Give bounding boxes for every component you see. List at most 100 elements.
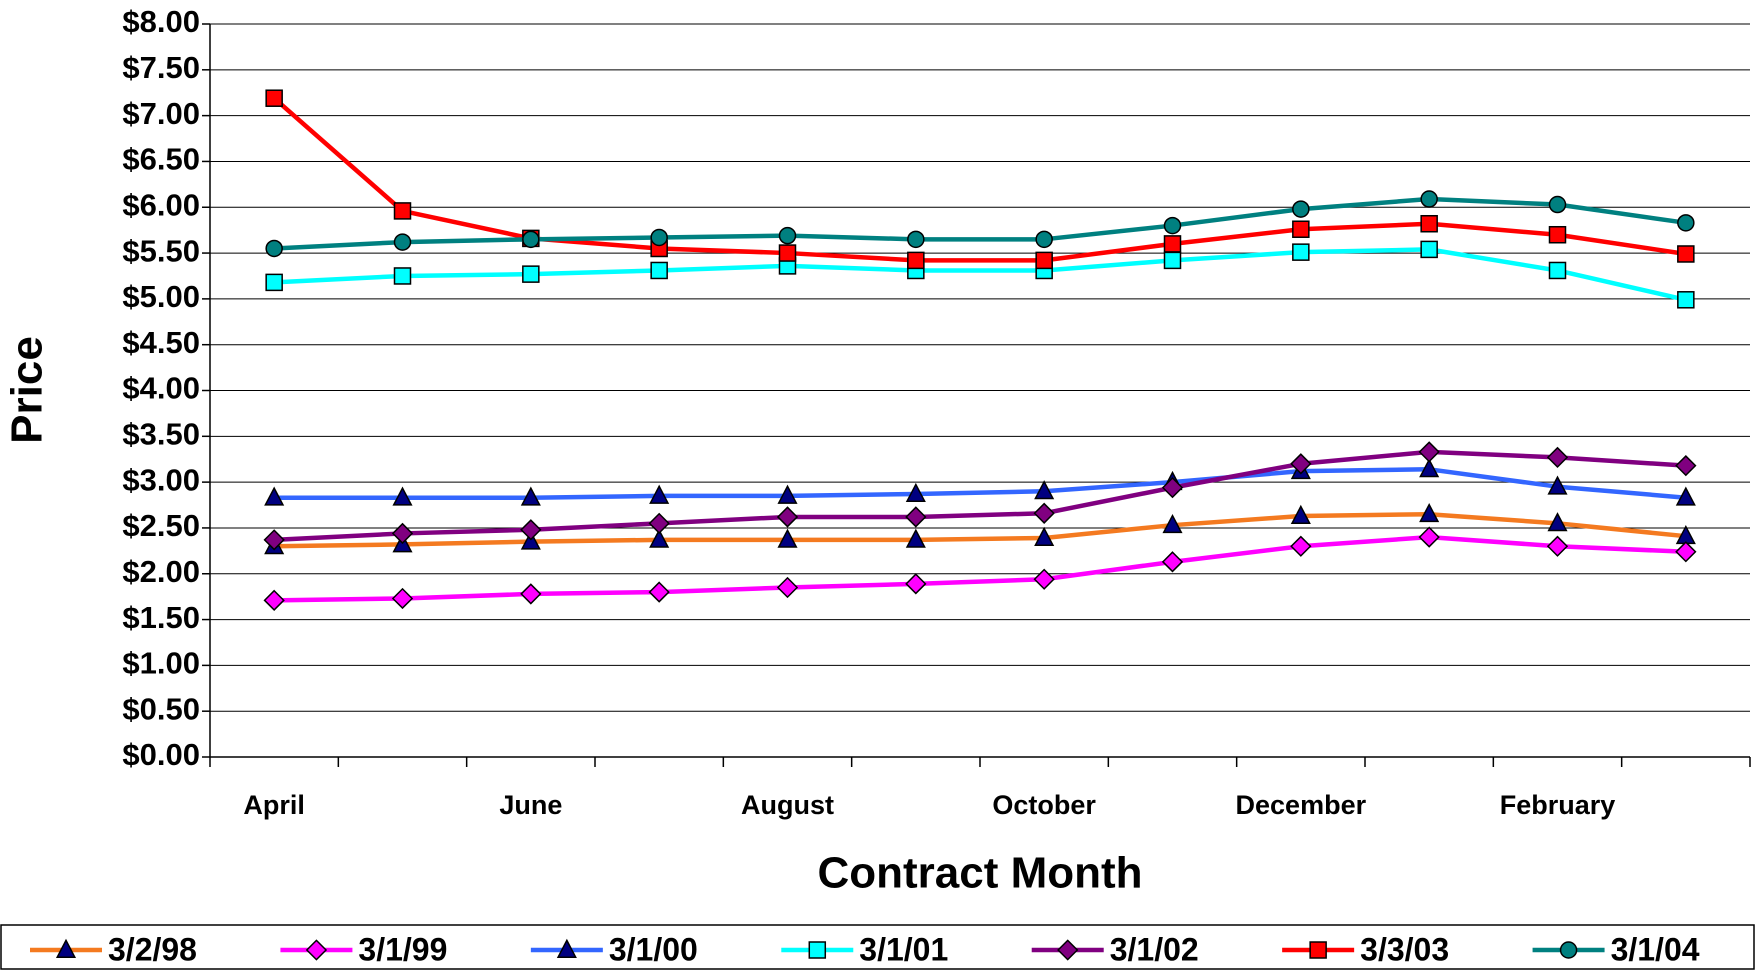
marker — [522, 230, 540, 249]
series-line — [274, 449, 1686, 543]
legend-label: 3/1/01 — [859, 931, 948, 967]
marker — [1675, 454, 1697, 477]
marker — [907, 251, 925, 270]
marker — [905, 482, 926, 502]
legend-label: 3/3/03 — [1360, 931, 1449, 967]
marker — [1675, 486, 1696, 506]
x-axis-title: Contract Month — [817, 849, 1142, 898]
y-tick-label: $4.50 — [122, 325, 200, 360]
marker — [1033, 568, 1055, 590]
x-tick-label: December — [1236, 790, 1367, 820]
marker — [1163, 251, 1182, 270]
y-axis-title: Price — [3, 336, 52, 444]
marker — [265, 273, 283, 292]
marker — [264, 486, 285, 506]
legend-item: 3/3/03 — [1282, 931, 1449, 967]
marker — [393, 233, 412, 251]
marker — [778, 226, 797, 245]
marker — [1419, 502, 1440, 523]
x-tick-label: February — [1500, 790, 1616, 820]
legend-label: 3/1/02 — [1110, 931, 1199, 967]
marker — [1548, 225, 1567, 244]
marker — [1677, 245, 1695, 263]
marker — [520, 486, 541, 506]
marker — [520, 583, 542, 605]
y-tick-label: $1.50 — [122, 600, 200, 635]
legend-box — [0, 924, 1755, 970]
marker — [263, 529, 285, 551]
legend-item: 3/2/98 — [30, 931, 197, 967]
marker — [1163, 216, 1182, 235]
legend-item: 3/1/00 — [530, 931, 698, 967]
marker — [1548, 261, 1567, 280]
legend-item: 3/1/99 — [280, 931, 447, 967]
marker — [1034, 480, 1055, 500]
y-tick-label: $7.00 — [122, 96, 200, 131]
marker — [649, 484, 670, 504]
series-line — [274, 196, 1687, 251]
x-tick-label: August — [741, 790, 834, 820]
y-tick-label: $0.50 — [122, 691, 200, 726]
marker — [1034, 526, 1055, 546]
marker — [1163, 235, 1182, 253]
marker — [1677, 214, 1695, 232]
legend-item: 3/1/04 — [1532, 931, 1700, 967]
marker — [777, 484, 798, 504]
marker — [1546, 535, 1569, 557]
series-line — [274, 467, 1687, 500]
legend-marker — [556, 938, 577, 958]
marker — [393, 267, 412, 285]
marker — [391, 522, 414, 545]
marker — [265, 239, 283, 258]
marker — [1292, 243, 1310, 261]
marker — [1290, 535, 1312, 557]
marker — [778, 244, 797, 262]
marker — [905, 528, 926, 548]
marker — [265, 89, 283, 107]
marker — [520, 519, 542, 541]
legend-marker — [1309, 941, 1327, 959]
y-tick-label: $4.00 — [122, 371, 200, 406]
x-tick-label: June — [499, 790, 562, 820]
marker — [1677, 291, 1695, 309]
marker — [1035, 251, 1053, 270]
y-tick-label: $1.00 — [122, 646, 200, 681]
legend-marker — [1057, 939, 1079, 961]
series-line — [274, 511, 1687, 549]
legend-label: 3/1/99 — [358, 931, 447, 967]
legend-item: 3/1/01 — [781, 931, 948, 967]
y-tick-label: $2.50 — [122, 508, 200, 543]
y-tick-label: $8.00 — [122, 4, 200, 39]
marker — [649, 528, 670, 548]
y-tick-label: $5.00 — [122, 279, 200, 314]
legend-marker — [55, 938, 77, 958]
x-tick-label: April — [243, 790, 305, 820]
y-tick-label: $7.50 — [122, 50, 200, 85]
marker — [1420, 190, 1438, 208]
marker — [1420, 240, 1438, 259]
marker — [1675, 541, 1697, 563]
marker — [650, 228, 668, 247]
marker — [263, 589, 285, 611]
y-tick-label: $3.00 — [122, 462, 200, 497]
legend-label: 3/2/98 — [108, 931, 197, 967]
x-tick-label: October — [992, 790, 1096, 820]
marker — [1161, 476, 1184, 499]
marker — [776, 506, 799, 528]
marker — [776, 576, 799, 599]
marker — [650, 261, 668, 280]
marker — [1548, 195, 1567, 214]
marker — [522, 265, 540, 283]
marker — [648, 581, 670, 603]
marker — [1033, 502, 1055, 524]
marker — [1290, 453, 1312, 475]
series-line — [272, 96, 1687, 263]
series-line — [274, 534, 1686, 603]
legend-marker — [808, 941, 827, 959]
marker — [907, 230, 925, 249]
marker — [1035, 230, 1053, 249]
marker — [905, 573, 927, 595]
marker — [648, 512, 670, 535]
marker — [1292, 220, 1310, 238]
